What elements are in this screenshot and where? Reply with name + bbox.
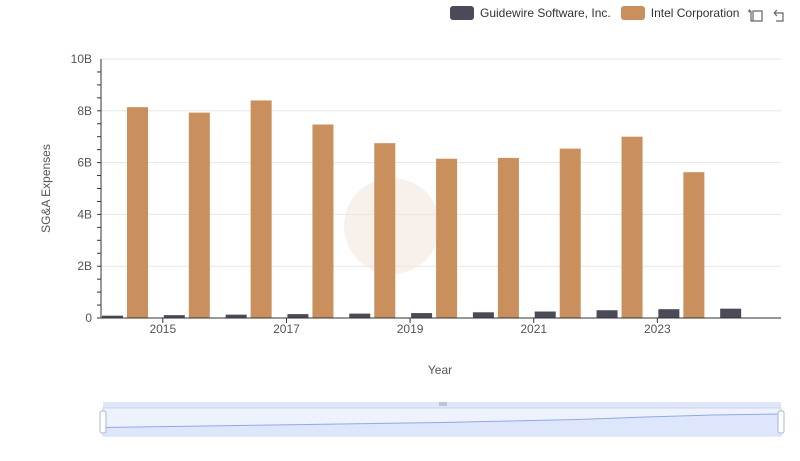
- bar-intel-2016: [250, 100, 272, 318]
- bar-intel-2018: [374, 143, 396, 318]
- y-tick-label: 2B: [77, 259, 92, 273]
- legend-item-intel[interactable]: Intel Corporation: [620, 6, 740, 20]
- x-tick-label: 2015: [149, 322, 176, 336]
- bar-guidewire-2022: [596, 310, 618, 318]
- x-tick-label: 2023: [644, 322, 671, 336]
- bar-intel-2017: [312, 124, 334, 318]
- bar-intel-2023: [683, 172, 705, 318]
- bar-intel-2019: [436, 158, 458, 318]
- y-tick-label: 8B: [77, 104, 92, 118]
- y-axis-label: SG&A Expenses: [39, 144, 53, 233]
- bar-guidewire-2020: [472, 312, 494, 318]
- zoom-handle-left[interactable]: [99, 410, 107, 434]
- legend-label-intel: Intel Corporation: [650, 6, 740, 20]
- x-tick-label: 2017: [273, 322, 300, 336]
- legend-item-guidewire[interactable]: Guidewire Software, Inc.: [450, 6, 611, 20]
- y-tick-label: 6B: [77, 156, 92, 170]
- x-tick-label: 2019: [397, 322, 424, 336]
- bar-guidewire-2015: [163, 315, 185, 318]
- bar-intel-2015: [188, 112, 210, 318]
- bar-guidewire-2019: [411, 313, 433, 318]
- y-tick-label: 10B: [71, 52, 92, 66]
- zoom-line: [102, 413, 782, 428]
- restore-icon[interactable]: [770, 6, 788, 24]
- x-tick-label: 2021: [520, 322, 547, 336]
- chart-toolbar: [746, 6, 788, 24]
- bar-guidewire-2023: [658, 309, 680, 318]
- bar-intel-2021: [559, 148, 581, 318]
- x-axis-label: Year: [428, 363, 452, 377]
- bar-guidewire-2016: [225, 314, 247, 318]
- legend-label-guidewire: Guidewire Software, Inc.: [480, 6, 611, 20]
- bar-guidewire-2021: [534, 311, 556, 318]
- zoom-drag-grip: [439, 402, 447, 406]
- bar-guidewire-2018: [349, 313, 371, 318]
- bar-guidewire-2024: [720, 308, 742, 318]
- zoom-handle-right[interactable]: [777, 410, 785, 434]
- bar-intel-2022: [621, 136, 643, 318]
- bar-intel-2014: [127, 107, 148, 318]
- axes: 0 2B 4B 6B 8B 10B 2015 2017 2019 2021 2023 Year SG&A…: [39, 52, 781, 377]
- y-tick-label: 0: [85, 311, 92, 325]
- y-tick-label: 4B: [77, 207, 92, 221]
- legend: Guidewire Software, Inc. Intel Corporati…: [450, 4, 739, 22]
- bar-guidewire-2014: [102, 315, 123, 318]
- bar-guidewire-2017: [287, 314, 309, 318]
- zoom-area: [103, 414, 781, 436]
- bar-intel-2020: [497, 157, 519, 318]
- bars: [102, 100, 742, 318]
- legend-swatch-guidewire: [450, 6, 474, 20]
- data-zoom-slider[interactable]: [99, 402, 785, 437]
- zoom-select-icon[interactable]: [746, 6, 764, 24]
- legend-swatch-intel: [620, 6, 645, 20]
